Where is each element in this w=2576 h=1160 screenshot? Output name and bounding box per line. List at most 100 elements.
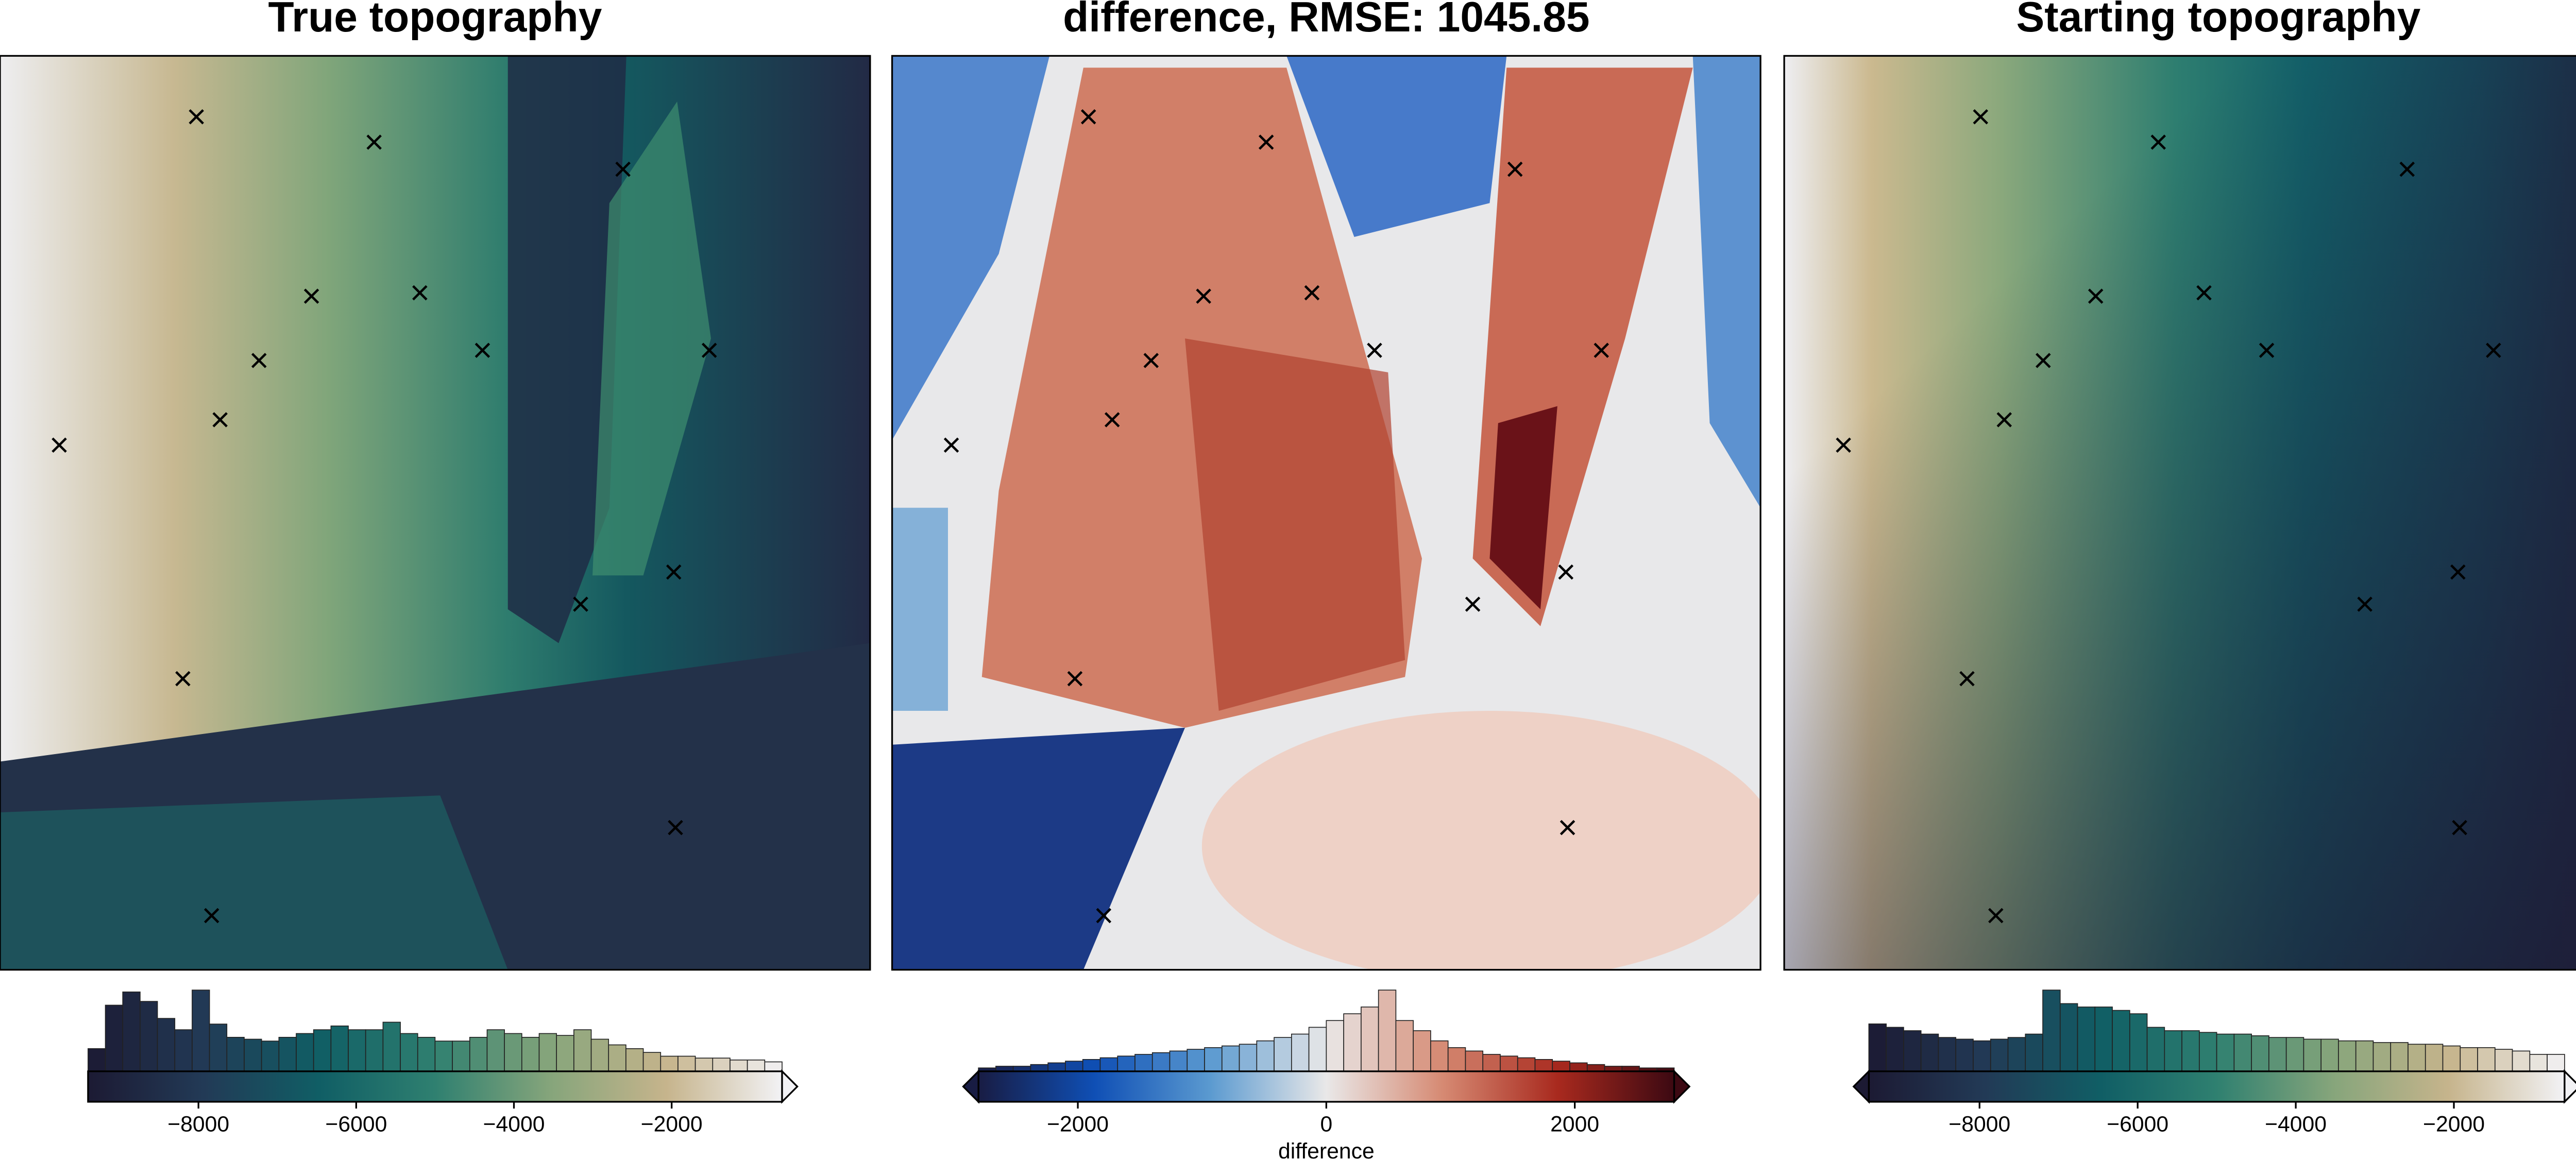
histogram-bar (2390, 1042, 2409, 1072)
tick-label: −4000 (483, 1112, 545, 1136)
histogram-bar (1990, 1038, 2009, 1072)
histogram-bar (1134, 1054, 1153, 1072)
histogram-bar (660, 1055, 679, 1072)
colorbar (977, 1070, 1675, 1103)
histogram-bar (1361, 1007, 1379, 1072)
histogram-bar (2338, 1040, 2357, 1072)
histogram-bar (105, 1004, 124, 1072)
histogram-bar (1151, 1052, 1171, 1072)
sample-marker (1560, 820, 1575, 835)
histogram-bar (1465, 1050, 1484, 1072)
sample-marker (1465, 596, 1481, 612)
marker-stroke (1196, 288, 1211, 304)
marker-stroke (1558, 564, 1574, 580)
map-image (892, 56, 1761, 970)
histogram-bar (452, 1040, 470, 1072)
sample-marker (2036, 353, 2051, 368)
tick-label: −2000 (1047, 1112, 1109, 1136)
sample-marker (701, 343, 717, 358)
marker-stroke (1996, 412, 2012, 428)
tick-label: −2000 (2423, 1112, 2485, 1136)
sample-marker (1959, 671, 1975, 687)
histogram-bar (521, 1036, 540, 1072)
histogram-bar (538, 1033, 557, 1072)
histogram-bar (608, 1044, 626, 1072)
histogram-bar (192, 990, 210, 1072)
histogram-bar (2303, 1038, 2322, 1072)
marker-stroke (2259, 343, 2275, 358)
marker-stroke (52, 437, 67, 453)
histogram-bar (486, 1029, 505, 1072)
colorbar-extension (1673, 1069, 1691, 1104)
histogram-bar (1187, 1049, 1205, 1072)
histogram-bar (2529, 1054, 2548, 1072)
map-frame (1783, 55, 2576, 971)
histogram-bar (2025, 1033, 2043, 1072)
sample-marker (204, 908, 219, 924)
panel-title: True topography (268, 0, 602, 41)
histogram-bar (400, 1033, 418, 1072)
histogram-bar (2408, 1044, 2426, 1072)
histogram-bar (1378, 990, 1397, 1072)
histogram-bar (1395, 1020, 1414, 1072)
histogram-bar (677, 1055, 696, 1072)
sample-marker (1996, 412, 2012, 428)
histogram-bar (2425, 1044, 2444, 1072)
histogram-bar (1082, 1059, 1101, 1072)
histogram-bar (2094, 1007, 2113, 1072)
histogram-bar (174, 1029, 193, 1072)
colorbar-extension (2564, 1069, 2576, 1104)
histogram-bar (1552, 1061, 1570, 1072)
histogram-bar (278, 1036, 297, 1072)
histogram-bar (573, 1029, 592, 1072)
marker-stroke (1080, 109, 1096, 125)
marker-stroke (1988, 908, 2004, 924)
colorbar-extension (962, 1069, 979, 1104)
histogram-bar (330, 1025, 349, 1072)
sample-marker (1558, 564, 1574, 580)
histogram-bar (1221, 1045, 1240, 1072)
histogram-bar (1517, 1057, 1536, 1072)
histogram-bar (1586, 1064, 1605, 1072)
colorbar-extension (1852, 1069, 1870, 1104)
histogram-bar (2077, 1007, 2096, 1072)
tick-label: 2000 (1550, 1112, 1599, 1136)
sample-marker (2452, 820, 2467, 835)
sample-marker (474, 343, 490, 358)
histogram-bar (226, 1036, 245, 1072)
histogram-bar (1886, 1027, 1904, 1072)
histogram-bar (1047, 1062, 1066, 1072)
histogram-bar (590, 1038, 609, 1072)
histogram-bar (1256, 1040, 1275, 1072)
histogram-bar (1274, 1037, 1292, 1072)
histogram-bar (2320, 1038, 2339, 1072)
colorbar (87, 1070, 783, 1103)
histogram-bar (2129, 1013, 2148, 1072)
map-frame (0, 55, 871, 971)
histogram-bar (2442, 1045, 2461, 1072)
colorbar-extension (781, 1069, 799, 1104)
histogram-bar (2547, 1054, 2565, 1072)
marker-stroke (204, 908, 219, 924)
sample-marker (366, 134, 382, 150)
histogram-bar (365, 1029, 384, 1072)
sample-marker (1143, 353, 1159, 368)
histogram-bar (2233, 1033, 2252, 1072)
map-image (0, 56, 870, 970)
histogram-bar (1099, 1057, 1118, 1072)
histogram-bar (1534, 1059, 1553, 1072)
histogram-bar (1569, 1062, 1588, 1072)
histogram-bar (1920, 1033, 1939, 1072)
histogram-bar (122, 991, 141, 1072)
histogram-bar (2285, 1037, 2304, 1072)
histogram-bar (1117, 1055, 1136, 1072)
histogram-bar (1204, 1047, 1223, 1072)
sample-marker (2450, 564, 2466, 580)
marker-stroke (2088, 288, 2104, 304)
histogram-bar (1482, 1054, 1501, 1072)
histogram-bar (730, 1060, 748, 1072)
histogram-bar (2164, 1030, 2182, 1072)
sample-marker (2088, 288, 2104, 304)
sample-marker (2399, 161, 2415, 177)
sample-marker (1367, 343, 1382, 358)
